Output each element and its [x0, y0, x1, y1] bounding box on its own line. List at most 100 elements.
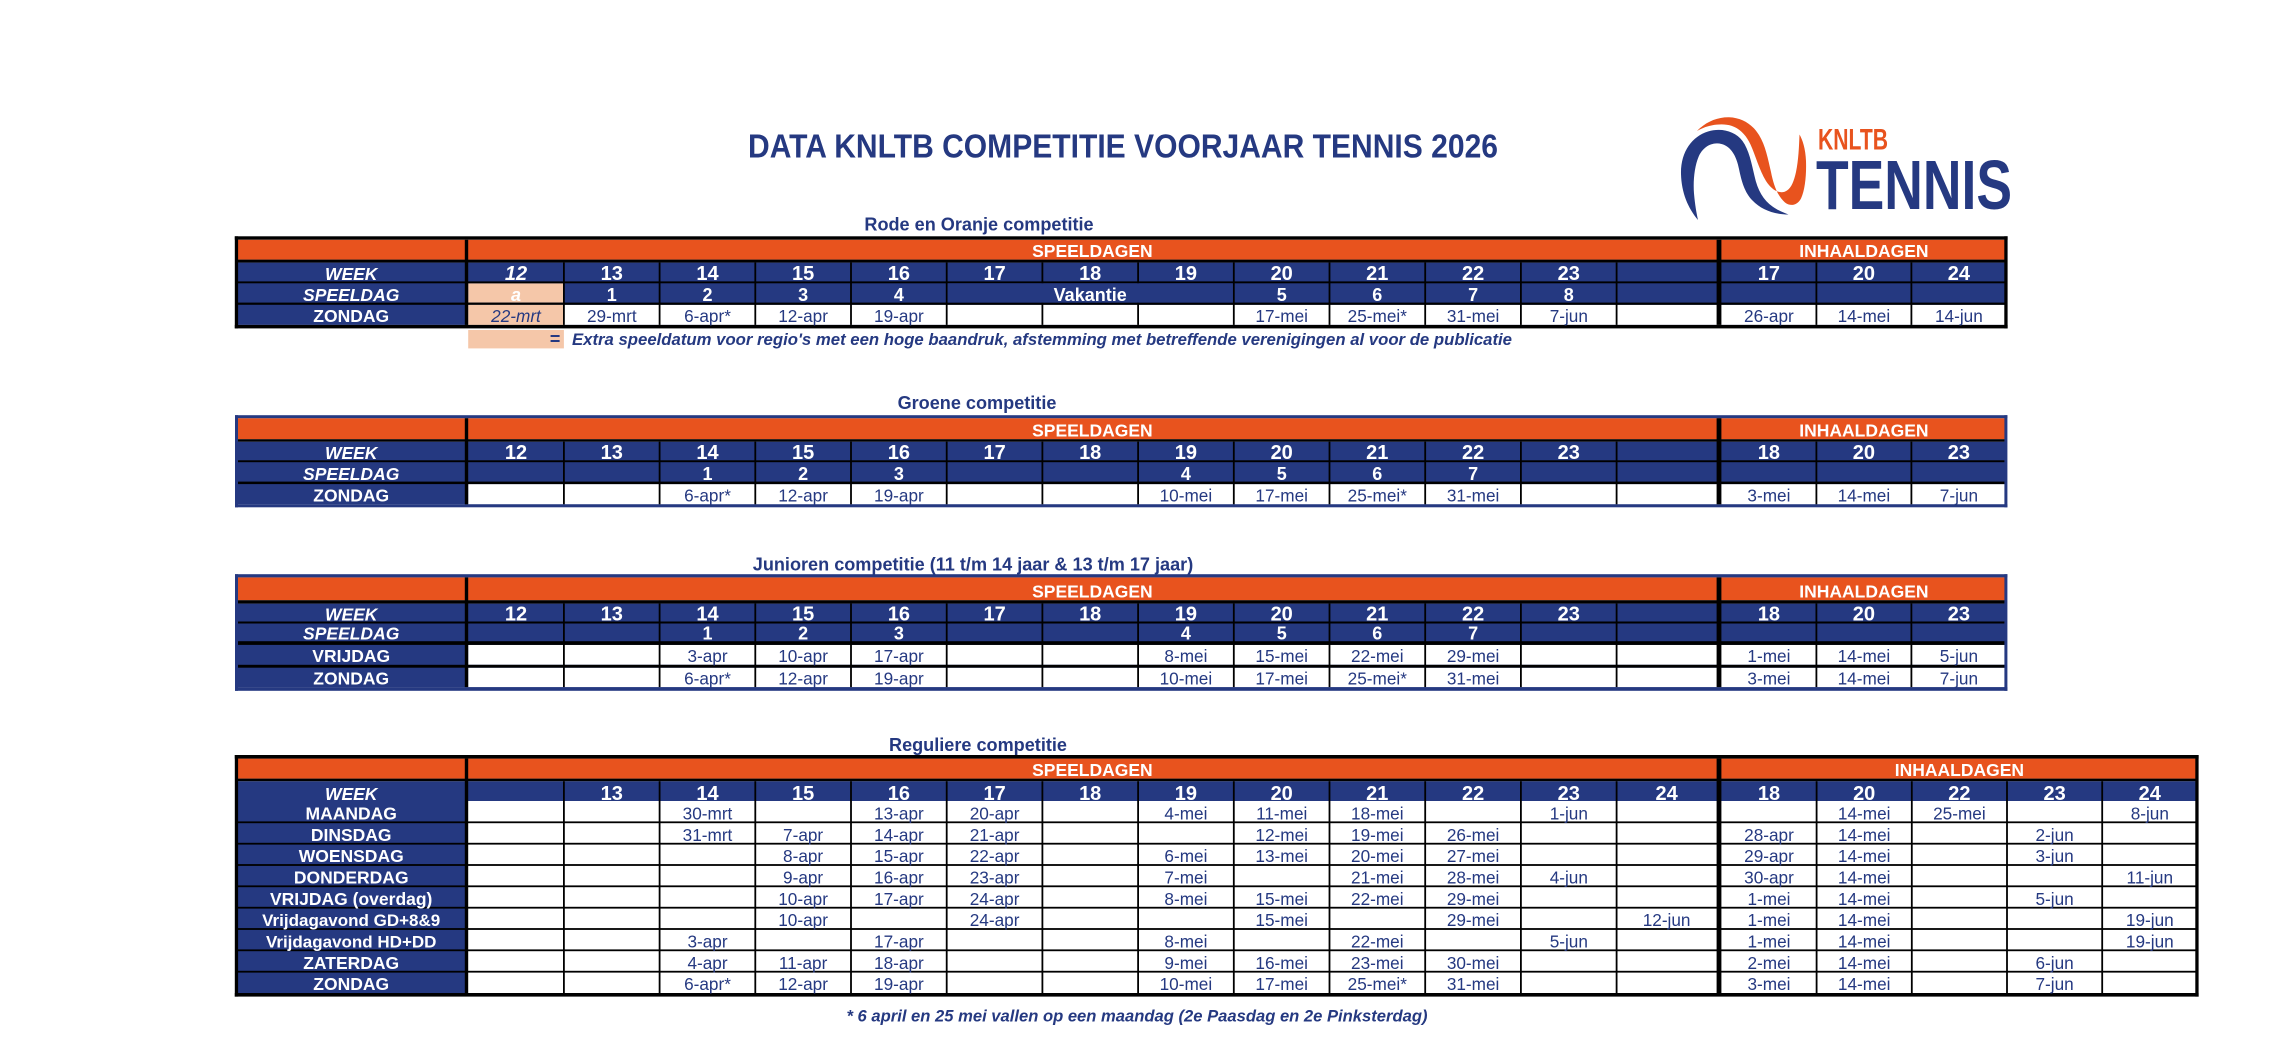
svg-text:2-mei: 2-mei: [1748, 953, 1791, 973]
svg-text:24: 24: [2139, 783, 2162, 805]
svg-text:Groene competitie: Groene competitie: [898, 393, 1057, 413]
svg-text:6: 6: [1372, 464, 1382, 484]
svg-text:17: 17: [983, 603, 1005, 625]
svg-text:30-mei: 30-mei: [1447, 953, 1500, 973]
svg-text:17-mei: 17-mei: [1255, 486, 1308, 506]
svg-text:11-jun: 11-jun: [2127, 868, 2174, 888]
svg-text:3-mei: 3-mei: [1747, 486, 1790, 506]
svg-text:8-mei: 8-mei: [1164, 889, 1207, 909]
svg-text:=: =: [549, 329, 560, 349]
svg-text:DINSDAG: DINSDAG: [311, 825, 392, 845]
svg-text:10-mei: 10-mei: [1160, 974, 1213, 994]
svg-text:7-jun: 7-jun: [2035, 974, 2073, 994]
svg-text:16: 16: [888, 783, 910, 805]
svg-text:14-apr: 14-apr: [874, 825, 924, 845]
svg-text:13: 13: [601, 783, 623, 805]
svg-text:19: 19: [1175, 603, 1197, 625]
svg-text:10-apr: 10-apr: [778, 646, 828, 666]
svg-text:INHAALDAGEN: INHAALDAGEN: [1799, 421, 1928, 441]
svg-text:22: 22: [1462, 442, 1484, 464]
svg-text:12-apr: 12-apr: [778, 306, 828, 326]
svg-text:21-apr: 21-apr: [970, 825, 1020, 845]
svg-text:1-mei: 1-mei: [1747, 646, 1790, 666]
svg-text:22: 22: [1948, 783, 1970, 805]
svg-text:15-mei: 15-mei: [1255, 646, 1308, 666]
svg-text:15: 15: [792, 603, 814, 625]
svg-text:22: 22: [1462, 603, 1484, 625]
svg-text:SPEELDAG: SPEELDAG: [303, 624, 400, 644]
svg-text:12: 12: [505, 603, 527, 625]
svg-text:28-mei: 28-mei: [1447, 868, 1500, 888]
svg-text:13-mei: 13-mei: [1255, 846, 1308, 866]
svg-text:INHAALDAGEN: INHAALDAGEN: [1799, 582, 1928, 602]
svg-text:22-apr: 22-apr: [970, 846, 1020, 866]
svg-text:14: 14: [696, 442, 719, 464]
svg-text:18: 18: [1079, 442, 1101, 464]
svg-text:1-mei: 1-mei: [1748, 889, 1791, 909]
svg-text:14-mei: 14-mei: [1838, 889, 1891, 909]
svg-text:Vrijdagavond HD+DD: Vrijdagavond HD+DD: [266, 933, 437, 952]
svg-text:19-jun: 19-jun: [2126, 932, 2174, 952]
svg-text:11-mei: 11-mei: [1256, 804, 1307, 824]
svg-text:31-mei: 31-mei: [1447, 974, 1500, 994]
svg-text:12-apr: 12-apr: [778, 974, 828, 994]
svg-text:20: 20: [1271, 263, 1293, 285]
svg-text:30-mrt: 30-mrt: [683, 804, 733, 824]
svg-text:14-mei: 14-mei: [1838, 932, 1891, 952]
svg-text:29-apr: 29-apr: [1744, 846, 1794, 866]
svg-text:14-mei: 14-mei: [1838, 974, 1891, 994]
svg-text:20: 20: [1853, 442, 1875, 464]
svg-text:Vakantie: Vakantie: [1054, 285, 1127, 305]
svg-text:25-mei*: 25-mei*: [1348, 974, 1408, 994]
svg-text:5: 5: [1277, 285, 1287, 305]
svg-text:14-mei: 14-mei: [1838, 486, 1891, 506]
svg-text:17: 17: [983, 263, 1005, 285]
svg-text:18: 18: [1758, 783, 1780, 805]
svg-text:12-jun: 12-jun: [1643, 910, 1691, 930]
svg-text:25-mei*: 25-mei*: [1348, 668, 1408, 688]
svg-text:1-mei: 1-mei: [1748, 910, 1791, 930]
svg-text:8-jun: 8-jun: [2131, 804, 2169, 824]
svg-text:3-mei: 3-mei: [1747, 668, 1790, 688]
svg-text:18-apr: 18-apr: [874, 953, 924, 973]
svg-text:ZATERDAG: ZATERDAG: [303, 953, 399, 973]
svg-text:27-mei: 27-mei: [1447, 846, 1500, 866]
svg-text:14: 14: [696, 603, 719, 625]
svg-text:23: 23: [1948, 603, 1970, 625]
svg-text:14-mei: 14-mei: [1838, 846, 1891, 866]
svg-text:WEEK: WEEK: [325, 264, 379, 284]
svg-text:12-mei: 12-mei: [1255, 825, 1308, 845]
svg-text:INHAALDAGEN: INHAALDAGEN: [1799, 241, 1928, 261]
svg-text:31-mei: 31-mei: [1447, 486, 1500, 506]
svg-text:6-apr*: 6-apr*: [684, 306, 731, 326]
svg-text:23-apr: 23-apr: [970, 868, 1020, 888]
svg-text:28-apr: 28-apr: [1744, 825, 1794, 845]
svg-text:2: 2: [798, 624, 808, 644]
svg-text:21: 21: [1366, 442, 1388, 464]
svg-text:13-apr: 13-apr: [874, 804, 924, 824]
svg-text:26-apr: 26-apr: [1744, 306, 1794, 326]
svg-text:2: 2: [798, 464, 808, 484]
svg-text:TENNIS: TENNIS: [1816, 146, 2012, 224]
svg-text:30-apr: 30-apr: [1744, 868, 1794, 888]
svg-text:31-mei: 31-mei: [1447, 306, 1500, 326]
svg-text:6: 6: [1372, 285, 1382, 305]
svg-text:7: 7: [1468, 285, 1478, 305]
svg-text:16: 16: [888, 442, 910, 464]
svg-text:20: 20: [1271, 603, 1293, 625]
svg-text:29-mei: 29-mei: [1447, 646, 1500, 666]
svg-text:25-mei*: 25-mei*: [1348, 486, 1408, 506]
svg-text:SPEELDAG: SPEELDAG: [303, 285, 400, 305]
svg-text:10-mei: 10-mei: [1160, 486, 1213, 506]
svg-text:7-jun: 7-jun: [1550, 306, 1588, 326]
svg-text:6-apr*: 6-apr*: [684, 668, 731, 688]
svg-text:14-jun: 14-jun: [1935, 306, 1983, 326]
svg-text:a: a: [511, 285, 521, 305]
svg-text:WEEK: WEEK: [325, 443, 379, 463]
svg-text:8-mei: 8-mei: [1164, 646, 1207, 666]
svg-text:6-apr*: 6-apr*: [684, 486, 731, 506]
svg-text:21: 21: [1366, 263, 1388, 285]
svg-text:KNLTB: KNLTB: [1818, 124, 1888, 157]
svg-text:17-apr: 17-apr: [874, 889, 924, 909]
svg-text:19: 19: [1175, 263, 1197, 285]
